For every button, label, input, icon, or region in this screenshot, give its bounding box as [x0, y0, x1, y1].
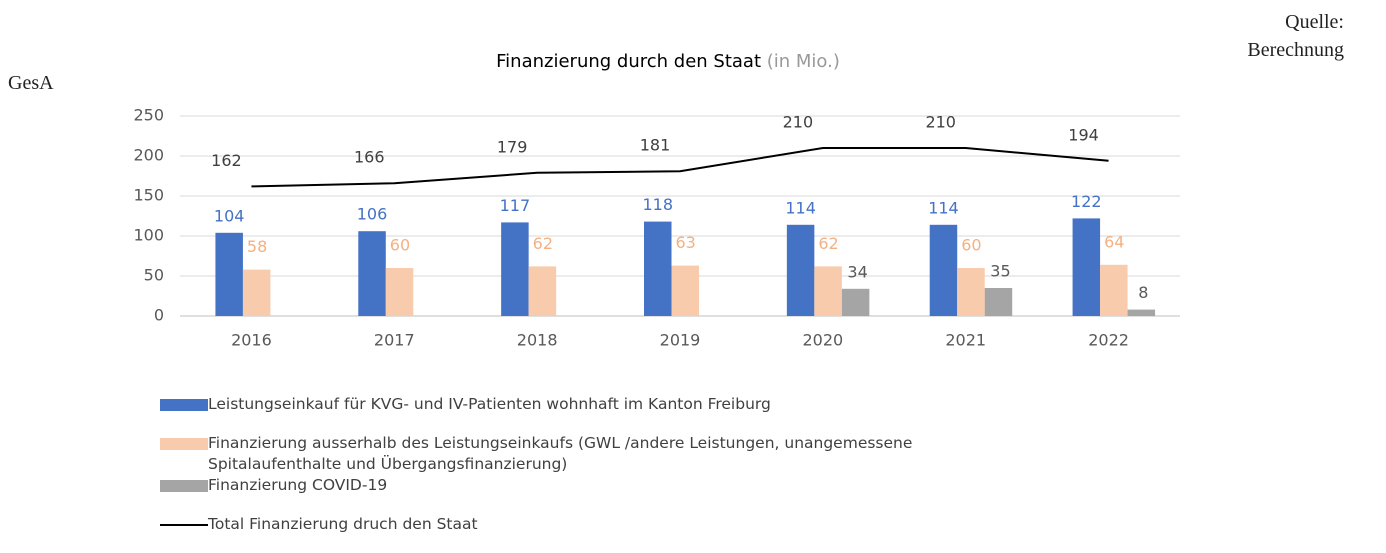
data-label: 35 — [990, 262, 1010, 281]
data-label: 104 — [214, 206, 245, 225]
data-label: 118 — [642, 195, 673, 214]
legend-item: Finanzierung COVID-19 — [160, 475, 1020, 496]
x-tick-label: 2021 — [945, 331, 986, 350]
data-label: 194 — [1068, 125, 1099, 144]
bar — [841, 288, 870, 316]
data-label: 117 — [500, 196, 531, 215]
legend: Leistungseinkauf für KVG- und IV-Patient… — [160, 394, 1020, 553]
data-label: 34 — [847, 262, 867, 281]
data-label: 210 — [783, 113, 814, 132]
legend-swatch — [160, 480, 208, 492]
x-tick-label: 2017 — [374, 331, 415, 350]
data-label: 181 — [640, 136, 671, 155]
bar — [1100, 264, 1128, 316]
bar — [501, 222, 529, 316]
data-label: 62 — [533, 234, 553, 253]
legend-swatch — [160, 438, 208, 450]
data-label: 60 — [390, 236, 410, 255]
x-tick-label: 2016 — [231, 331, 272, 350]
legend-item: Total Finanzierung druch den Staat — [160, 514, 1020, 535]
bar — [786, 224, 815, 316]
bar — [929, 224, 958, 316]
legend-item: Leistungseinkauf für KVG- und IV-Patient… — [160, 394, 1020, 415]
data-label: 114 — [785, 198, 816, 217]
source-label: Quelle: — [1285, 11, 1344, 33]
bar — [215, 232, 243, 316]
chart: Finanzierung durch den Staat (in Mio.) 0… — [133, 51, 1180, 350]
y-tick-label: 250 — [133, 106, 164, 125]
bar — [814, 266, 842, 316]
bar — [957, 268, 985, 316]
legend-label: Leistungseinkauf für KVG- und IV-Patient… — [208, 395, 771, 413]
x-tick-label: 2018 — [517, 331, 558, 350]
data-label: 60 — [961, 236, 981, 255]
source: Quelle: Berechnung — [1247, 8, 1344, 64]
y-tick-label: 0 — [154, 306, 164, 325]
legend-item: Finanzierung ausserhalb des Leistungsein… — [160, 433, 1020, 475]
data-label: 58 — [247, 237, 267, 256]
data-label: 210 — [925, 113, 956, 132]
data-label: 122 — [1071, 192, 1102, 211]
y-tick-label: 150 — [133, 186, 164, 205]
data-label: 62 — [818, 234, 838, 253]
legend-swatch — [160, 524, 208, 526]
title: Finanzierung durch den Staat — [496, 51, 761, 72]
data-label: 114 — [928, 198, 959, 217]
bar — [242, 269, 271, 316]
bar — [1127, 309, 1156, 316]
x-tick-label: 2020 — [802, 331, 843, 350]
y-tick-label: 50 — [144, 266, 164, 285]
source-name: GesA — [8, 72, 54, 94]
data-label: 106 — [357, 205, 388, 224]
y-tick-label: 100 — [133, 226, 164, 245]
data-label: 8 — [1138, 283, 1148, 302]
line — [251, 147, 1109, 188]
data-label: 162 — [211, 151, 242, 170]
bar — [528, 266, 557, 316]
legend-label: Finanzierung ausserhalb des Leistungsein… — [208, 434, 913, 473]
legend-label: Total Finanzierung druch den Staat — [208, 515, 478, 533]
data-label: 64 — [1104, 232, 1124, 251]
bar — [1072, 218, 1101, 316]
data-label: 63 — [676, 233, 696, 252]
chart-title: Finanzierung durch den Staat (in Mio.) — [496, 51, 840, 72]
bar — [984, 288, 1013, 316]
y-tick-label: 200 — [133, 146, 164, 165]
bar — [671, 265, 699, 316]
subtitle: (in Mio.) — [767, 51, 840, 72]
source-text: Berechnung — [1247, 39, 1344, 61]
bar — [358, 231, 386, 316]
x-tick-label: 2019 — [660, 331, 701, 350]
legend-swatch — [160, 399, 208, 411]
x-tick-label: 2022 — [1088, 331, 1129, 350]
data-label: 166 — [354, 148, 385, 167]
bar — [644, 221, 672, 316]
data-label: 179 — [497, 137, 528, 156]
bar — [385, 268, 414, 316]
legend-label: Finanzierung COVID-19 — [208, 476, 388, 494]
